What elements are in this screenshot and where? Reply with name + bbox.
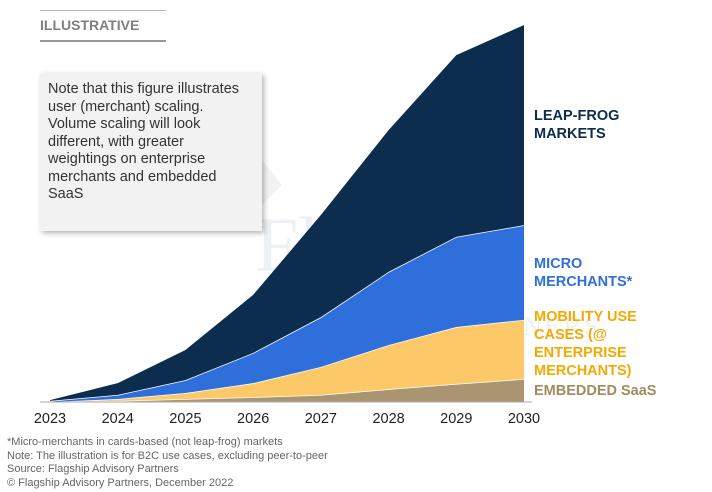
- series-label: EMBEDDED SaaS: [534, 382, 657, 399]
- area: [50, 379, 524, 402]
- series-label: MICRO MERCHANTS*: [534, 255, 633, 290]
- x-tick-label: 2023: [34, 411, 66, 427]
- badge: ILLUSTRATIVE: [40, 10, 166, 42]
- x-tick-label: 2026: [237, 411, 269, 427]
- note: Note that this figure illustrates user (…: [40, 73, 262, 231]
- series-label: MOBILITY USE CASES (@ ENTERPRISE MERCHAN…: [534, 308, 637, 379]
- area: [50, 225, 524, 402]
- area: [50, 25, 524, 401]
- footnote: *Micro-merchants in cards-based (not lea…: [7, 436, 283, 448]
- series-label: LEAP-FROG MARKETS: [534, 108, 620, 143]
- x-tick-label: 2029: [440, 411, 472, 427]
- x-tick-label: 2025: [169, 411, 201, 427]
- note-pointer: [262, 160, 282, 205]
- footnote: Note: The illustration is for B2C use ca…: [7, 449, 328, 462]
- area: [50, 319, 524, 402]
- x-tick-label: 2027: [305, 411, 337, 427]
- footnote: © Flagship Advisory Partners, December 2…: [7, 476, 234, 489]
- x-tick-label: 2024: [102, 411, 134, 427]
- x-tick-label: 2030: [508, 411, 540, 427]
- x-tick-label: 2028: [372, 411, 404, 427]
- footnote: Source: Flagship Advisory Partners: [7, 463, 179, 475]
